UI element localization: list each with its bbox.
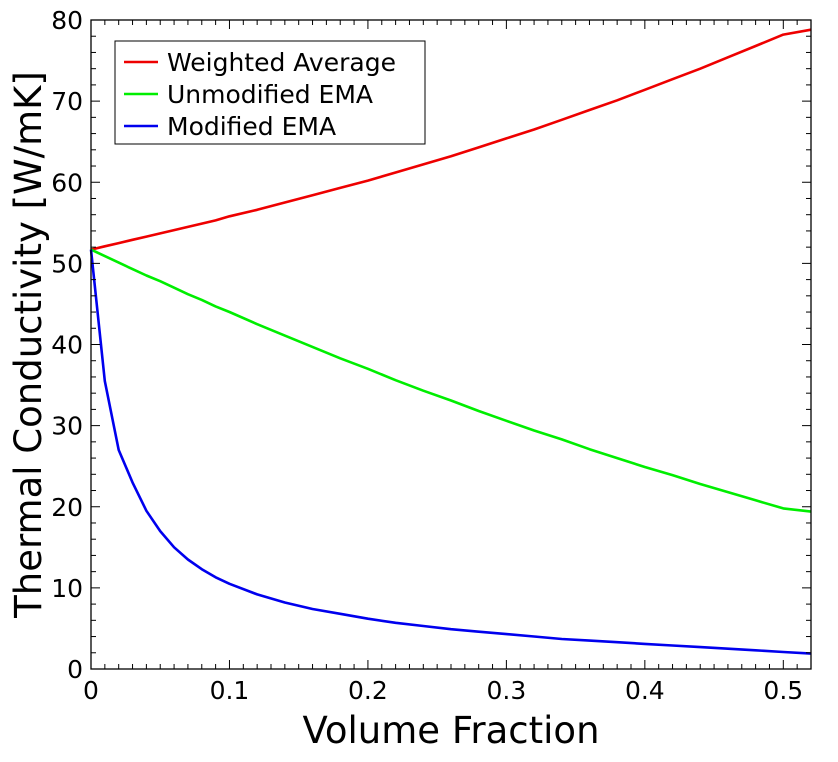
- legend-box: [114, 40, 426, 145]
- x-tick-label: 0.4: [625, 676, 665, 705]
- x-tick-label: 0.2: [348, 676, 388, 705]
- y-tick-label: 60: [51, 168, 83, 197]
- series-line: [89, 249, 812, 655]
- x-axis-title: Volume Fraction: [302, 709, 599, 752]
- x-tick-label: 0.5: [763, 676, 803, 705]
- y-tick-label: 50: [51, 249, 83, 278]
- x-tick-label: 0: [83, 676, 99, 705]
- y-tick-label: 0: [67, 655, 83, 684]
- x-tick-label: 0.1: [210, 676, 250, 705]
- x-tick-label: 0.3: [487, 676, 527, 705]
- legend-label: Weighted Average: [167, 48, 396, 77]
- plot-lines: [89, 28, 812, 655]
- y-tick-label: 30: [51, 412, 83, 441]
- y-tick-label: 40: [51, 331, 83, 360]
- y-tick-label: 80: [51, 6, 83, 35]
- tick-labels: 0 0.1 0.2 0.3 0.4 0.5 0 10 20 30 40 50 60 70 80: [51, 6, 803, 705]
- legend-label: Unmodified EMA: [167, 80, 373, 109]
- y-tick-label: 10: [51, 574, 83, 603]
- y-axis-title: Thermal Conductivity [W/mK]: [7, 71, 50, 619]
- y-tick-label: 20: [51, 493, 83, 522]
- series-line: [90, 248, 812, 513]
- axis-ticks: [90, 19, 812, 670]
- y-tick-label: 70: [51, 87, 83, 116]
- legend-label: Modified EMA: [167, 112, 336, 141]
- series-line: [90, 28, 812, 251]
- legend: Weighted Average Unmodified EMA Modified E…: [114, 40, 426, 145]
